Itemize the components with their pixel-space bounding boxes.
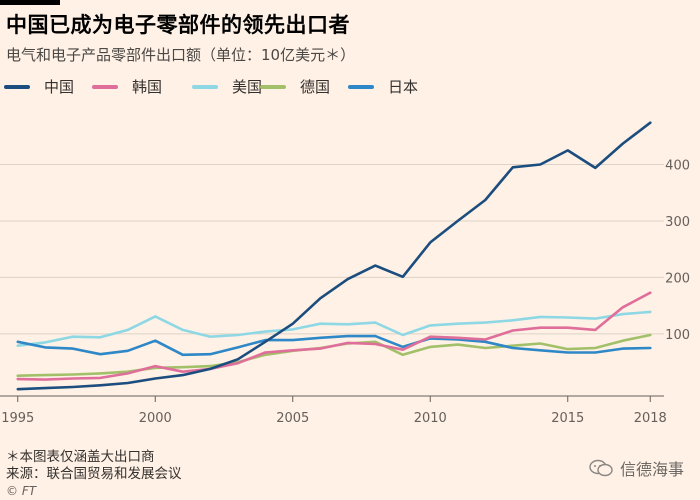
legend-label-germany: 德国 [300,78,331,96]
series-line-china [16,121,652,391]
legend-item-korea: 韩国 [92,76,162,97]
chart-legend: 中国 韩国 美国 德国 日本 [4,76,694,98]
y-tick-label-200: 200 [665,271,690,286]
chart-title: 中国已成为电子零部件的领先出口者 [6,13,350,37]
legend-item-usa: 美国 [192,76,262,97]
ft-credit: © FT [6,484,37,498]
legend-swatch-japan [348,84,374,89]
legend-swatch-usa [192,84,218,89]
x-tick-label-2018: 2018 [634,411,667,426]
y-tick-label-400: 400 [665,158,690,173]
footnote-note: ＊本图表仅涵盖大出口商 [6,449,155,465]
line-chart: 100 200 300 400 1995 2000 2005 2010 2015 2018 [0,121,690,426]
x-tick-label-2005: 2005 [276,411,309,426]
x-tick-label-1995: 1995 [1,411,34,426]
legend-swatch-korea [92,84,118,89]
series-line-germany [16,333,652,378]
legend-swatch-germany [260,84,286,89]
y-tick-label-300: 300 [665,215,690,230]
y-tick-label-100: 100 [665,328,690,343]
legend-swatch-china [4,84,30,89]
series-line-usa [16,310,652,347]
x-tick-label-2010: 2010 [414,411,447,426]
legend-label-korea: 韩国 [132,78,163,96]
legend-label-usa: 美国 [232,78,263,96]
legend-label-japan: 日本 [388,78,419,96]
x-tick-label-2015: 2015 [551,411,584,426]
series-line-japan [16,334,652,357]
legend-label-china: 中国 [44,78,75,96]
x-tick-label-2000: 2000 [139,411,172,426]
chart-subtitle: 电气和电子产品零部件出口额（单位：10亿美元＊） [6,46,356,64]
footnote-source: 来源：联合国贸易和发展会议 [6,466,182,482]
series-line-korea [16,291,652,381]
legend-item-germany: 德国 [260,76,330,97]
legend-item-japan: 日本 [348,76,418,97]
wechat-icon [589,459,613,477]
watermark-text: 信德海事 [620,460,685,479]
legend-item-china: 中国 [4,76,74,97]
watermark: 信德海事 [588,456,684,480]
footnote: ＊本图表仅涵盖大出口商 来源：联合国贸易和发展会议 [6,449,182,483]
top-accent-bar [0,0,60,5]
